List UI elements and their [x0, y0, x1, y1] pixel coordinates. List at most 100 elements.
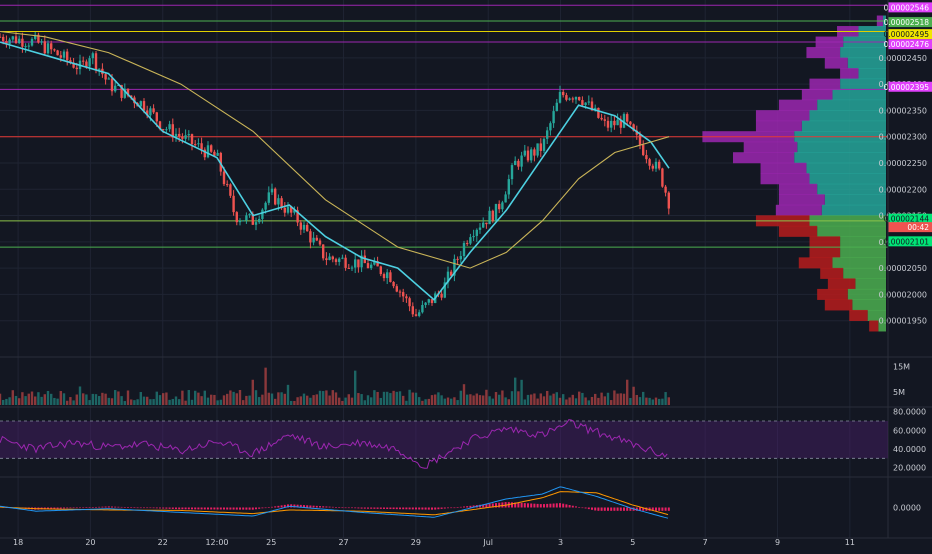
candle-body-47 [149, 108, 152, 116]
candle-body-53 [168, 124, 171, 130]
price-label-bg-7 [888, 236, 932, 247]
macd-hist-bar-55 [175, 507, 177, 510]
macd-hist-bar-155 [495, 503, 497, 508]
macd-hist-bar-201 [642, 507, 645, 511]
volume-bar-25 [78, 386, 82, 405]
volume-bar-102 [325, 390, 328, 405]
volume-profile-up-bar-12 [797, 141, 886, 153]
volume-bar-145 [462, 384, 466, 405]
macd-hist-bar-75 [239, 507, 241, 510]
volume-bar-75 [238, 389, 242, 405]
volume-bar-189 [603, 396, 606, 405]
candle-body-150 [478, 227, 482, 230]
volume-bar-140 [446, 397, 450, 405]
candle-body-186 [594, 107, 597, 111]
candle-body-197 [629, 121, 632, 125]
candle-body-88 [280, 198, 283, 208]
candle-body-113 [360, 255, 363, 268]
candle-body-192 [613, 120, 616, 126]
macd-hist-bar-209 [667, 507, 670, 511]
volume-bar-142 [453, 397, 456, 405]
candle-body-151 [482, 222, 485, 228]
candle-body-78 [248, 213, 251, 216]
macd-hist-bar-74 [235, 507, 238, 510]
candle-body-133 [424, 302, 427, 306]
volume-bar-171 [546, 390, 549, 405]
volume-bar-159 [507, 399, 510, 405]
rsi-tick-label-3: 20.0000 [893, 464, 926, 473]
candle-body-31 [98, 68, 101, 70]
macd-hist-bar-85 [271, 506, 273, 508]
price-label-bg-4 [888, 81, 932, 92]
macd-hist-bar-89 [283, 504, 286, 508]
macd-hist-bar-51 [162, 507, 165, 509]
macd-hist-bar-37 [117, 506, 120, 508]
macd-hist-bar-146 [466, 506, 469, 508]
price-tick-label-2: 0.00002350 [879, 106, 927, 115]
volume-bar-22 [69, 397, 72, 405]
volume-profile-down-bar-28 [849, 309, 868, 321]
volume-bar-116 [370, 397, 373, 405]
volume-bar-186 [594, 393, 597, 405]
volume-bar-166 [530, 394, 533, 405]
macd-hist-bar-38 [120, 506, 123, 508]
macd-hist-bar-48 [152, 507, 155, 509]
volume-profile-down-bar-22 [809, 246, 841, 258]
candle-body-130 [414, 314, 418, 316]
candle-body-89 [283, 207, 286, 213]
volume-bar-83 [264, 367, 267, 405]
volume-tick-label-1: 5M [893, 388, 905, 397]
volume-profile-up-bar-27 [852, 299, 886, 311]
candle-body-175 [558, 91, 562, 103]
volume-bar-97 [309, 397, 312, 405]
volume-bar-76 [242, 400, 245, 405]
macd-hist-bar-94 [299, 504, 302, 508]
volume-bar-10 [30, 391, 34, 405]
macd-hist-bar-83 [264, 507, 267, 509]
macd-hist-bar-98 [312, 505, 315, 508]
price-tick-label-4: 0.00002250 [879, 159, 927, 168]
candle-body-172 [549, 123, 552, 131]
candle-body-52 [165, 129, 168, 131]
macd-hist-bar-171 [546, 503, 549, 508]
candle-body-55 [174, 133, 178, 138]
macd-hist-bar-129 [411, 507, 414, 510]
macd-hist-bar-160 [511, 502, 513, 508]
price-label-bg-5 [888, 213, 932, 224]
candle-body-199 [635, 130, 638, 135]
candle-body-61 [194, 144, 197, 146]
volume-bar-199 [635, 394, 638, 405]
volume-profile-up-bar-23 [832, 257, 886, 269]
macd-hist-bar-15 [47, 507, 49, 510]
volume-bar-85 [270, 393, 274, 405]
volume-bar-143 [456, 400, 459, 405]
candle-body-182 [581, 100, 584, 106]
macd-hist-bar-33 [104, 506, 107, 508]
volume-bar-109 [347, 394, 350, 405]
candle-body-46 [146, 110, 149, 116]
candle-body-62 [197, 143, 200, 145]
volume-bar-21 [66, 400, 69, 405]
candle-body-6 [18, 38, 21, 44]
volume-bar-156 [498, 394, 501, 405]
volume-bar-177 [565, 399, 568, 405]
macd-hist-bar-45 [143, 507, 145, 509]
candle-body-51 [162, 129, 165, 131]
volume-bar-67 [213, 394, 216, 405]
candle-body-100 [318, 240, 322, 245]
price-label-text-3: 0.00002476 [884, 40, 930, 49]
volume-profile-up-bar-26 [847, 288, 886, 300]
volume-bar-108 [344, 397, 347, 405]
volume-bar-18 [56, 398, 59, 405]
candle-body-111 [354, 259, 357, 268]
volume-profile-down-bar-12 [743, 141, 798, 153]
volume-bar-195 [622, 393, 626, 405]
macd-hist-bar-61 [194, 507, 197, 510]
volume-bar-0 [0, 393, 2, 405]
volume-bar-136 [434, 394, 437, 405]
candle-body-57 [181, 136, 184, 139]
macd-hist-bar-123 [392, 507, 395, 510]
candle-body-33 [104, 74, 107, 80]
volume-bar-73 [232, 391, 235, 405]
